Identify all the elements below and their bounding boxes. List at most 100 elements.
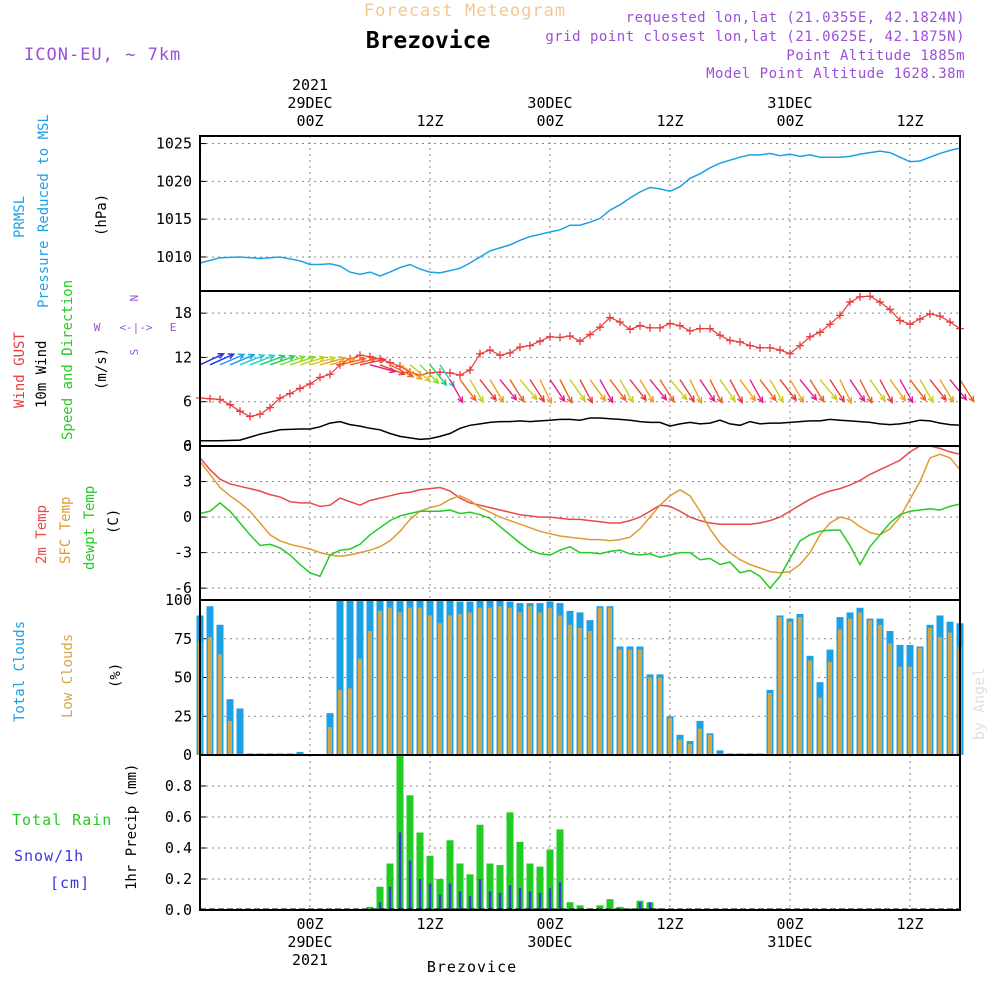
low-cloud-bar [548,607,552,755]
y-tick-label: 6 [183,393,192,411]
snow-bar [478,879,482,910]
snow-bar [488,891,492,910]
gust-point [676,321,684,330]
low-cloud-bar [438,623,442,755]
total-rain-label: Total Rain [12,811,112,829]
x-label-bottom: 12Z [656,915,683,933]
rain-bar [496,865,504,910]
snow-bar [498,892,502,910]
chart-title: Forecast Meteogram [364,1,566,21]
wind-arrow [399,364,424,380]
y-tick-label: 0.6 [165,808,192,826]
gust-point [816,328,824,337]
temp-line-1 [199,453,961,574]
low-cloud-bar [368,631,372,755]
wind-arrow [809,379,825,403]
gust-point [496,351,504,360]
x-label-bottom: 00Z [296,915,323,933]
low-cloud-bar [538,612,542,755]
panel-bg-1 [200,291,960,446]
wind-arrow [889,379,907,402]
gust-point [716,331,724,340]
gust-point [646,323,654,332]
total-cloud-bar [346,600,354,755]
x-label-bottom: 00Z [536,915,563,933]
point-altitude: Point Altitude 1885m [786,48,965,64]
wind-arrow [849,379,866,403]
x-label-bottom: 30DEC [527,933,572,951]
snow-bar [538,892,542,910]
wind-arrow [619,379,634,404]
low-cloud-bar [888,643,892,755]
x-label-bottom: 00Z [776,915,803,933]
rain-bar [376,886,384,910]
wind-arrow [869,379,886,403]
gust-point [326,370,334,379]
temp-sfc-label: SFC Temp [58,497,74,564]
gust-point [476,349,484,358]
y-tick-label: 0.2 [165,870,192,888]
y-tick-label: 0 [183,508,192,526]
snow-bar [448,883,452,910]
wind-arrow [629,379,647,402]
rain-bar [606,899,614,910]
wind-arrow [829,379,846,403]
watermark: by Angel [970,668,988,740]
x-label-top: 00Z [536,112,563,130]
wind-arrow [789,379,805,404]
gust-point [636,321,644,330]
gust-point [786,349,794,358]
wind-arrow [939,379,955,404]
panel-bg-0 [200,136,960,291]
low-cloud-bar [468,612,472,755]
x-label-bottom: 2021 [292,951,328,969]
snow-bar [418,879,422,910]
rain-bar [426,855,434,910]
wind-arrow [729,379,743,404]
wind-arrow [539,379,553,405]
rain-bar [566,902,574,910]
wind-arrow [689,379,703,405]
gust-point [906,320,914,329]
y-tick-label: 1020 [156,172,192,190]
snow-unit-label: [cm] [50,874,90,892]
total-clouds-label: Total Clouds [12,621,28,722]
total-cloud-bar [296,751,304,755]
wind-arrow [329,356,357,366]
gust-point [576,337,584,346]
low-cloud-bar [808,660,812,755]
low-cloud-bar [668,717,672,755]
low-cloud-bar [418,607,422,755]
wind-arrow [739,379,757,402]
wind-arrow [659,379,675,403]
low-cloud-bar [398,612,402,755]
x-label-bottom: 12Z [416,915,443,933]
x-label-bottom: 29DEC [287,933,332,951]
rain-bar [406,795,414,910]
clouds-unit: (%) [108,663,124,688]
rain-bar [516,841,524,910]
gust-point [946,318,954,326]
wind-arrow [309,355,337,366]
snow-bar [428,883,432,910]
rain-bar [576,905,584,910]
compass-arrows: <-|-> [119,321,152,334]
wind-arrow [359,357,387,366]
total-cloud-bar [336,600,344,755]
gust-point [206,394,214,403]
snow-bar [648,902,652,910]
snow-bar [558,882,562,910]
low-cloud-bar [918,648,922,755]
model-altitude: Model Point Altitude 1628.38m [706,66,965,82]
gust-point [796,341,804,350]
rain-bar [526,863,534,910]
low-cloud-bar [778,617,782,755]
wind-arrow [719,379,736,403]
low-cloud-bar [608,607,612,755]
low-cloud-bar [798,617,802,755]
wind-arrow [549,379,566,403]
low-cloud-bar [638,649,642,755]
low-cloud-bar [698,728,702,755]
compass-north: N [128,295,141,302]
wind-arrow [839,379,853,405]
